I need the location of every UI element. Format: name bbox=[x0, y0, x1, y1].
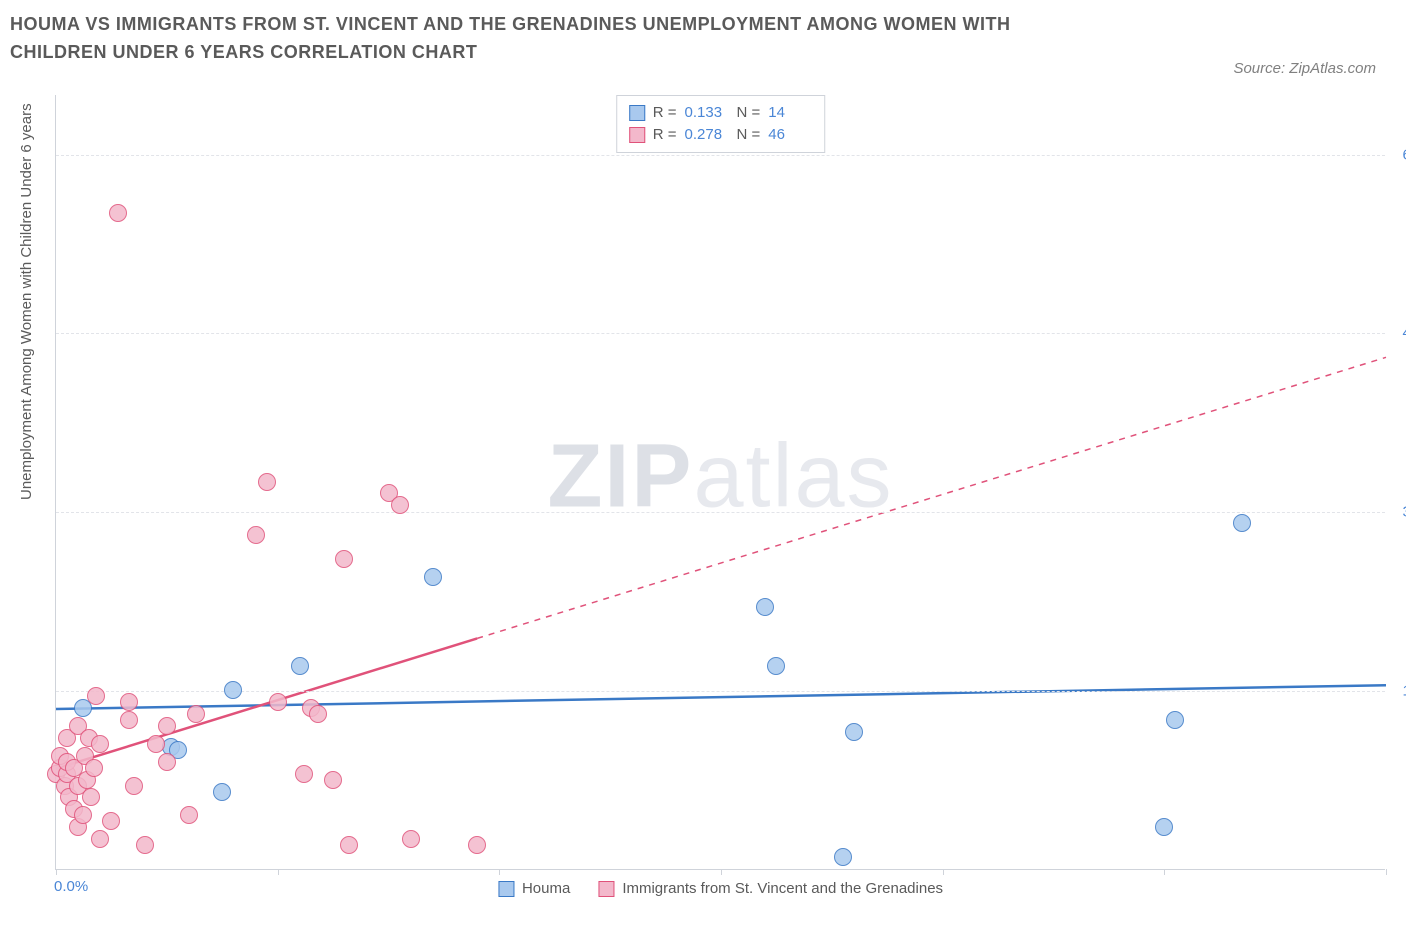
data-point-svg_immigrants bbox=[247, 526, 265, 544]
data-point-svg_immigrants bbox=[158, 717, 176, 735]
gridline-h bbox=[56, 155, 1385, 156]
data-point-svg_immigrants bbox=[335, 550, 353, 568]
data-point-svg_immigrants bbox=[340, 836, 358, 854]
trend-line-extrapolated-svg_immigrants bbox=[477, 357, 1386, 638]
legend-swatch-svg_immigrants bbox=[598, 881, 614, 897]
data-point-svg_immigrants bbox=[295, 765, 313, 783]
y-tick-label: 15.0% bbox=[1390, 683, 1406, 700]
gridline-h bbox=[56, 333, 1385, 334]
data-point-svg_immigrants bbox=[324, 771, 342, 789]
legend-swatch-svg_immigrants bbox=[629, 127, 645, 143]
legend-swatch-houma bbox=[498, 881, 514, 897]
legend-r-label: R = bbox=[653, 124, 677, 146]
data-point-houma bbox=[767, 657, 785, 675]
data-point-houma bbox=[424, 568, 442, 586]
x-tick bbox=[1386, 869, 1387, 875]
plot-area: ZIPatlas R =0.133N =14R =0.278N =46 0.0%… bbox=[55, 95, 1385, 870]
legend-r-value: 0.278 bbox=[685, 124, 729, 146]
data-point-svg_immigrants bbox=[74, 806, 92, 824]
legend-r-value: 0.133 bbox=[685, 102, 729, 124]
data-point-houma bbox=[1155, 818, 1173, 836]
x-tick bbox=[56, 869, 57, 875]
data-point-houma bbox=[756, 598, 774, 616]
data-point-svg_immigrants bbox=[391, 496, 409, 514]
legend-r-label: R = bbox=[653, 102, 677, 124]
data-point-houma bbox=[213, 783, 231, 801]
trend-lines-layer bbox=[56, 95, 1385, 869]
data-point-svg_immigrants bbox=[120, 711, 138, 729]
data-point-houma bbox=[291, 657, 309, 675]
x-tick bbox=[1164, 869, 1165, 875]
data-point-svg_immigrants bbox=[258, 473, 276, 491]
data-point-svg_immigrants bbox=[82, 788, 100, 806]
x-tick bbox=[721, 869, 722, 875]
trend-line-svg_immigrants bbox=[56, 638, 477, 768]
data-point-svg_immigrants bbox=[85, 759, 103, 777]
data-point-svg_immigrants bbox=[109, 204, 127, 222]
legend-stats-row-houma: R = 0.133 N = 14 bbox=[629, 102, 813, 124]
data-point-houma bbox=[834, 848, 852, 866]
gridline-h bbox=[56, 512, 1385, 513]
legend-stats-box: R = 0.133 N = 14 R = 0.278 N = 46 bbox=[616, 95, 826, 153]
source-attribution: Source: ZipAtlas.com bbox=[1233, 60, 1376, 77]
data-point-svg_immigrants bbox=[269, 693, 287, 711]
data-point-svg_immigrants bbox=[91, 830, 109, 848]
data-point-houma bbox=[1233, 514, 1251, 532]
y-tick-label: 45.0% bbox=[1390, 325, 1406, 342]
legend-n-label: N = bbox=[737, 102, 761, 124]
data-point-houma bbox=[1166, 711, 1184, 729]
legend-n-value: 14 bbox=[768, 102, 812, 124]
data-point-svg_immigrants bbox=[468, 836, 486, 854]
x-tick bbox=[499, 869, 500, 875]
x-axis-max-label: 6.0% bbox=[1390, 878, 1406, 895]
data-point-svg_immigrants bbox=[309, 705, 327, 723]
data-point-svg_immigrants bbox=[136, 836, 154, 854]
data-point-svg_immigrants bbox=[180, 806, 198, 824]
legend-n-label: N = bbox=[737, 124, 761, 146]
y-tick-label: 30.0% bbox=[1390, 504, 1406, 521]
legend-item-houma: Houma bbox=[498, 880, 570, 897]
chart-title: HOUMA VS IMMIGRANTS FROM ST. VINCENT AND… bbox=[10, 10, 1110, 66]
data-point-svg_immigrants bbox=[125, 777, 143, 795]
legend-swatch-houma bbox=[629, 105, 645, 121]
gridline-h bbox=[56, 691, 1385, 692]
data-point-svg_immigrants bbox=[102, 812, 120, 830]
data-point-svg_immigrants bbox=[87, 687, 105, 705]
data-point-svg_immigrants bbox=[187, 705, 205, 723]
legend-label: Houma bbox=[522, 880, 570, 897]
legend-n-value: 46 bbox=[768, 124, 812, 146]
data-point-svg_immigrants bbox=[158, 753, 176, 771]
data-point-svg_immigrants bbox=[402, 830, 420, 848]
legend-stats-row-svg_immigrants: R = 0.278 N = 46 bbox=[629, 124, 813, 146]
data-point-houma bbox=[845, 723, 863, 741]
trend-line-houma bbox=[56, 685, 1386, 709]
x-tick bbox=[278, 869, 279, 875]
y-axis-label: Unemployment Among Women with Children U… bbox=[18, 103, 35, 500]
legend-label: Immigrants from St. Vincent and the Gren… bbox=[622, 880, 943, 897]
legend-item-svg_immigrants: Immigrants from St. Vincent and the Gren… bbox=[598, 880, 943, 897]
legend-series: Houma Immigrants from St. Vincent and the… bbox=[498, 880, 943, 897]
data-point-svg_immigrants bbox=[91, 735, 109, 753]
data-point-houma bbox=[224, 681, 242, 699]
data-point-svg_immigrants bbox=[147, 735, 165, 753]
x-tick bbox=[943, 869, 944, 875]
y-tick-label: 60.0% bbox=[1390, 146, 1406, 163]
x-axis-min-label: 0.0% bbox=[54, 878, 88, 895]
data-point-svg_immigrants bbox=[120, 693, 138, 711]
